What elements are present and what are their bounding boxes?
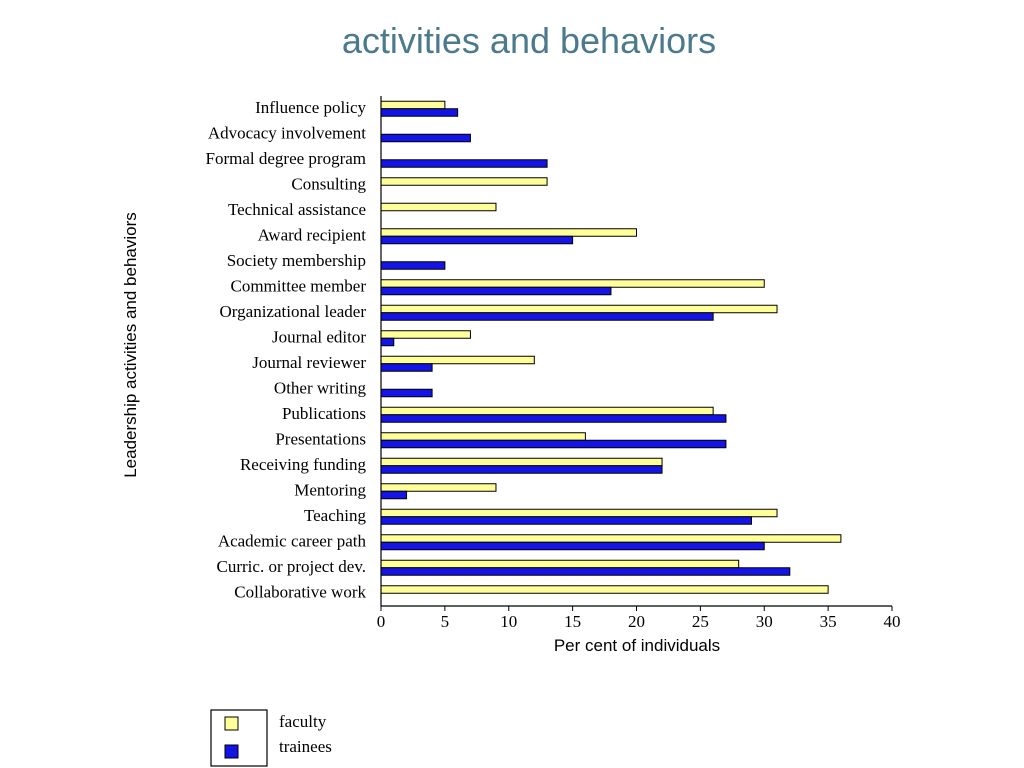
bar-faculty-collaborative-work: [380, 585, 829, 594]
bar-faculty-publications: [380, 406, 714, 416]
bar-trainees-curric-or-project-dev: [380, 567, 791, 576]
category-label-influence-policy: Influence policy: [255, 98, 366, 117]
bar-faculty-teaching: [380, 508, 778, 518]
category-label-presentations: Presentations: [275, 429, 366, 448]
bar-faculty-receiving-funding: [380, 457, 663, 467]
x-ticks: 0 5 10 15 20 25 30 35 40: [377, 606, 901, 631]
bar-trainees-organizational-leader: [380, 312, 714, 321]
category-label-curric-or-project-dev: Curric. or project dev.: [217, 557, 366, 576]
bar-trainees-teaching: [380, 516, 752, 525]
x-tick-label-0: 0: [377, 612, 386, 631]
bars-group: [380, 100, 842, 594]
bar-faculty-organizational-leader: [380, 304, 778, 314]
bar-trainees-journal-reviewer: [380, 363, 433, 372]
bar-faculty-influence-policy: [380, 100, 446, 110]
legend-frame: [210, 709, 268, 767]
x-tick-label-10: 10: [500, 612, 517, 631]
category-label-other-writing: Other writing: [274, 378, 367, 397]
category-label-award-recipient: Award recipient: [258, 225, 367, 244]
legend: faculty trainees: [210, 709, 332, 767]
bar-trainees-advocacy-involvement: [380, 133, 471, 143]
bar-trainees-influence-policy: [380, 108, 459, 117]
legend-label-trainees: trainees: [279, 737, 332, 756]
bar-trainees-committee-member: [380, 286, 612, 296]
category-label-consulting: Consulting: [291, 174, 366, 193]
bar-faculty-presentations: [380, 432, 586, 441]
bar-trainees-publications: [380, 414, 727, 423]
bar-trainees-mentoring: [380, 490, 408, 500]
category-label-advocacy-involvement: Advocacy involvement: [208, 123, 366, 142]
category-label-journal-reviewer: Journal reviewer: [252, 353, 366, 372]
category-label-society-membership: Society membership: [227, 251, 366, 270]
bar-faculty-consulting: [380, 177, 548, 186]
bar-faculty-journal-editor: [380, 330, 471, 339]
category-label-committee-member: Committee member: [231, 276, 367, 295]
category-labels: Influence policy Advocacy involvement Form…: [206, 98, 367, 602]
x-tick-label-30: 30: [756, 612, 773, 631]
bar-trainees-other-writing: [380, 388, 433, 398]
bar-trainees-society-membership: [380, 261, 446, 270]
bar-trainees-formal-degree-program: [380, 159, 548, 168]
x-tick-label-35: 35: [820, 612, 837, 631]
bar-trainees-presentations: [380, 439, 727, 449]
x-tick-label-25: 25: [692, 612, 709, 631]
bar-trainees-award-recipient: [380, 235, 574, 245]
legend-label-faculty: faculty: [279, 712, 327, 731]
category-label-mentoring: Mentoring: [294, 480, 366, 499]
bar-faculty-technical-assistance: [380, 202, 497, 212]
bar-trainees-journal-editor: [380, 337, 395, 347]
category-label-technical-assistance: Technical assistance: [228, 200, 366, 219]
category-label-journal-editor: Journal editor: [272, 327, 366, 346]
legend-swatch-faculty: [224, 716, 239, 731]
bar-faculty-academic-career-path: [380, 534, 842, 543]
chart-title: activities and behaviors: [341, 20, 717, 61]
x-axis-title: Per cent of individuals: [554, 636, 720, 655]
x-tick-label-40: 40: [884, 612, 901, 631]
category-label-teaching: Teaching: [304, 506, 367, 525]
category-label-publications: Publications: [282, 404, 366, 423]
category-label-formal-degree-program: Formal degree program: [206, 149, 367, 168]
category-label-academic-career-path: Academic career path: [218, 531, 367, 550]
category-label-organizational-leader: Organizational leader: [220, 302, 367, 321]
x-tick-label-20: 20: [628, 612, 645, 631]
x-tick-label-5: 5: [441, 612, 450, 631]
bar-faculty-curric-or-project-dev: [380, 559, 740, 569]
bar-faculty-committee-member: [380, 279, 765, 288]
bar-faculty-award-recipient: [380, 228, 637, 237]
category-label-receiving-funding: Receiving funding: [240, 455, 367, 474]
bar-faculty-mentoring: [380, 483, 497, 492]
legend-swatch-trainees: [224, 744, 239, 759]
category-label-collaborative-work: Collaborative work: [234, 582, 366, 601]
x-tick-label-15: 15: [564, 612, 581, 631]
bar-faculty-journal-reviewer: [380, 355, 535, 365]
bar-trainees-receiving-funding: [380, 465, 663, 474]
y-axis-title: Leadership activities and behaviors: [121, 212, 140, 478]
bar-trainees-academic-career-path: [380, 541, 765, 551]
